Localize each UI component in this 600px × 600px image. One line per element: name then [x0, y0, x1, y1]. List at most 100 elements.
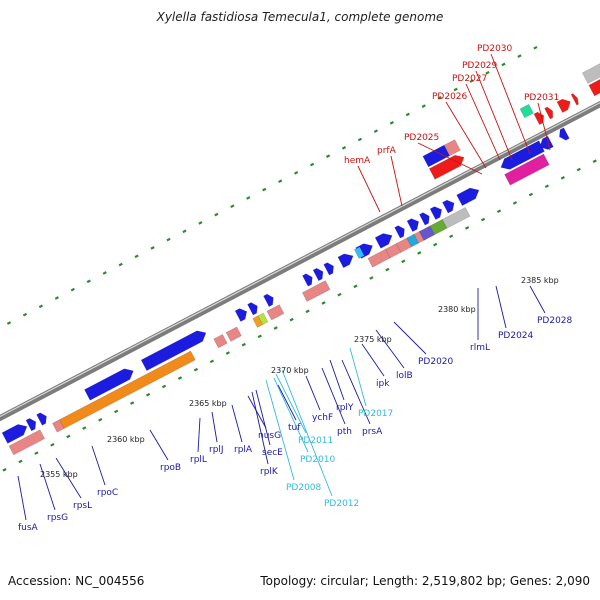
gene-arrow-forward [263, 293, 274, 308]
gene-features[interactable] [1, 57, 600, 456]
gene-label: PD2012 [324, 499, 359, 509]
gene-label: PD2031 [524, 93, 559, 103]
green-tick [528, 192, 534, 197]
green-tick [70, 287, 75, 292]
gene-label: ychF [312, 413, 333, 423]
leader-line [305, 375, 321, 411]
leader-line [475, 70, 513, 161]
leader-line [273, 377, 309, 453]
gene-reverse [443, 139, 461, 157]
green-tick [533, 45, 538, 50]
leader-line [55, 457, 82, 499]
green-tick [373, 129, 379, 133]
green-tick [576, 167, 581, 172]
gene-label: PD2027 [452, 74, 487, 84]
annotation-bar [59, 350, 196, 429]
leader-line [495, 285, 507, 329]
green-tick [501, 62, 506, 67]
gene-label: rplL [190, 455, 207, 465]
green-tick [401, 259, 406, 264]
gene-label: rplY [336, 403, 354, 413]
gene-arrow-forward [394, 225, 405, 239]
annotation-bar [441, 206, 471, 229]
green-tick [417, 251, 422, 255]
leader-line [465, 83, 501, 161]
green-tick [54, 296, 59, 300]
gene-arrow-forward [247, 302, 258, 316]
gene-label: fusA [18, 523, 39, 533]
leader-line [329, 359, 345, 401]
leader-line [255, 389, 271, 446]
green-tick [437, 95, 442, 100]
green-tick [2, 467, 7, 472]
backbone-highlight [0, 102, 600, 418]
gene-label: tuf [288, 423, 301, 433]
green-tick [262, 187, 267, 192]
green-tick [209, 359, 214, 364]
leader-line [265, 379, 295, 481]
green-tick [18, 459, 23, 464]
green-tick [294, 171, 299, 175]
leader-line [537, 102, 551, 151]
green-tick [134, 254, 139, 259]
leader-line [231, 404, 243, 443]
green-tick [145, 392, 151, 397]
gene-label: rpoB [160, 463, 181, 473]
green-tick [465, 226, 470, 230]
green-tick [246, 196, 251, 200]
leader-line [91, 445, 106, 486]
gene-label: PD2008 [286, 483, 322, 493]
green-tick [114, 409, 119, 414]
green-tick [453, 87, 458, 92]
green-tick [321, 301, 326, 305]
accession-text: Accession: NC_004556 [8, 574, 145, 588]
green-tick [469, 79, 474, 83]
gene-arrow-forward [234, 308, 248, 322]
gene-small-feature [353, 246, 365, 259]
green-tick [98, 417, 103, 422]
annotation-bar [266, 304, 285, 321]
label-leader-lines [17, 53, 551, 521]
gene-label: PD2010 [300, 455, 336, 465]
green-tick [38, 304, 44, 309]
leader-line [321, 367, 346, 425]
green-tick [34, 451, 39, 455]
gene-arrow-forward [406, 218, 420, 232]
gene-arrow-forward [419, 212, 430, 226]
gene-label: PD2017 [358, 409, 393, 419]
gene-arrow-forward [374, 233, 393, 249]
gene-label: PD2025 [404, 133, 439, 143]
gene-label: PD2011 [298, 436, 333, 446]
gene-arrow-forward [337, 253, 354, 269]
gene-label: rpsG [47, 513, 68, 523]
leader-line [529, 285, 546, 314]
gene-label: PD2028 [537, 316, 573, 326]
gene-arrow-forward [25, 418, 37, 432]
green-tick [512, 201, 518, 205]
green-tick-rows [2, 45, 597, 472]
leader-line [197, 417, 201, 453]
gene-label: PD2024 [498, 331, 534, 341]
genome-summary: Topology: circular; Length: 2,519,802 bp… [260, 574, 590, 588]
gene-arrow-forward [302, 273, 313, 287]
green-tick [309, 162, 315, 167]
gene-label: lolB [396, 371, 413, 381]
gene-label: rlmL [470, 343, 490, 353]
annotation-bar [301, 280, 331, 302]
green-tick [278, 179, 283, 184]
green-tick [544, 184, 549, 189]
leader-line [277, 384, 297, 421]
green-tick [130, 401, 135, 405]
gene-label: prsA [362, 427, 383, 437]
green-tick [389, 121, 394, 125]
leader-line [247, 395, 267, 429]
green-tick [22, 312, 28, 317]
gene-magenta [504, 153, 550, 186]
gene-arrow-blue [500, 140, 545, 170]
annotation-bar [213, 333, 228, 349]
gene-label: rplA [234, 445, 253, 455]
gene-arrow-red [570, 93, 579, 106]
green-tick [230, 204, 235, 209]
